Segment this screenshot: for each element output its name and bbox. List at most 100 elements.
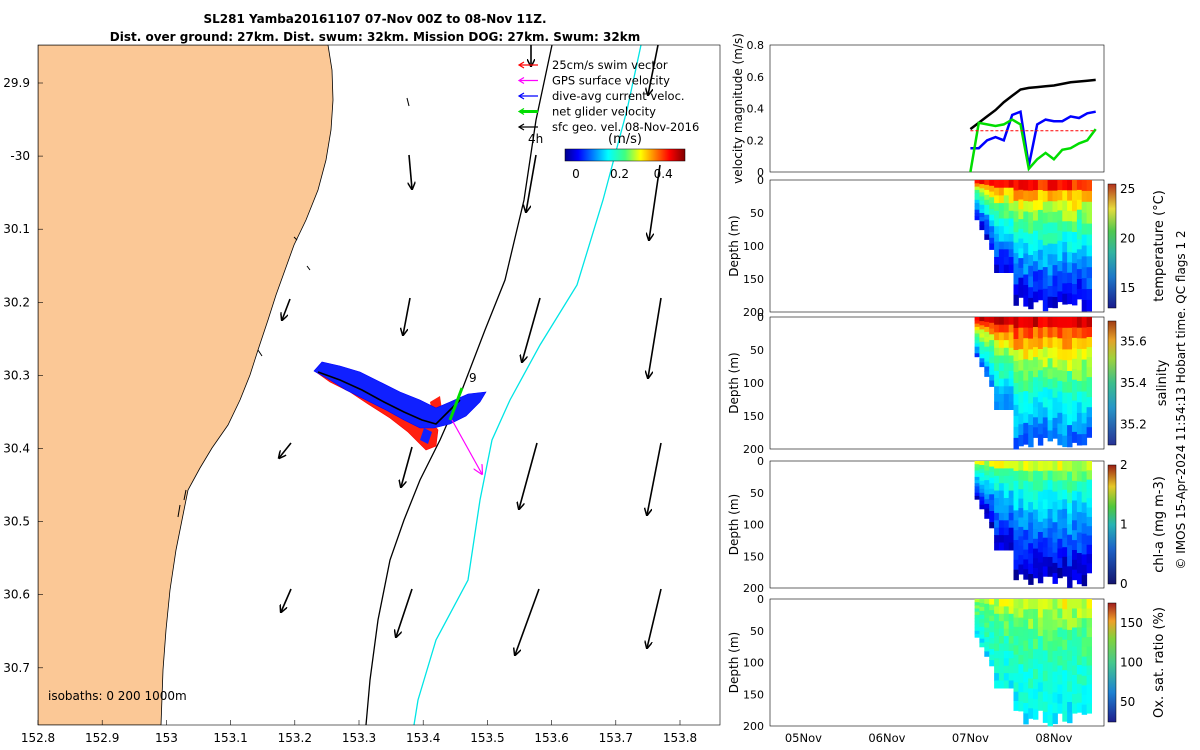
section-cell (1037, 481, 1044, 492)
section-cell (1072, 180, 1078, 191)
section-cell (1086, 544, 1092, 555)
depth-tick-label: 200 (743, 582, 764, 595)
section-cell (1076, 338, 1083, 350)
section-cell (1003, 226, 1010, 235)
section-cell (1018, 402, 1024, 415)
section-cell (1028, 201, 1034, 213)
section-cell (974, 467, 980, 472)
section-cell (1023, 539, 1029, 551)
section-cell (984, 480, 990, 486)
section-cell (1047, 694, 1053, 706)
section-cell (998, 264, 1005, 273)
section-cell (1052, 640, 1058, 652)
section-cell (1062, 499, 1068, 510)
section-cell (984, 341, 990, 348)
section-cell (979, 599, 985, 604)
section-cell (1003, 386, 1010, 395)
section-cell (1033, 261, 1039, 272)
section-cell (984, 204, 990, 211)
section-cell (1052, 609, 1058, 621)
section-cell (974, 486, 980, 491)
section-cell (1042, 640, 1049, 651)
section-cell (1076, 702, 1083, 713)
section-cell (1081, 618, 1088, 629)
section-cell (1072, 431, 1078, 443)
section-cell (979, 468, 985, 474)
section-cell (1023, 222, 1029, 234)
section-cell (1076, 617, 1083, 628)
section-cell (1052, 180, 1058, 192)
section-cell (1008, 233, 1015, 243)
section-cell (1033, 281, 1039, 293)
section-cell (979, 225, 985, 231)
section-cell (984, 317, 990, 323)
section-cell (984, 219, 990, 226)
section-cell (1023, 327, 1029, 339)
series-line (969, 118, 1097, 173)
lon-tick-label: 153.4 (406, 731, 440, 745)
section-cell (1062, 273, 1068, 284)
section-cell (1028, 658, 1034, 670)
section-cell (1023, 359, 1029, 371)
section-cell (1086, 347, 1092, 358)
section-cell (1023, 338, 1029, 350)
section-cell (984, 331, 990, 338)
section-cell (1008, 264, 1015, 273)
section-cell (974, 353, 980, 358)
section-cell (1018, 636, 1024, 647)
section-cell (1008, 187, 1015, 196)
section-cell (1052, 397, 1058, 409)
section-cell (1013, 437, 1019, 450)
section-cell (1028, 512, 1034, 524)
section-cell (1033, 619, 1039, 630)
section-cell (998, 195, 1005, 204)
section-cell (1081, 704, 1088, 715)
section-cell (1057, 348, 1063, 361)
section-cell (1018, 608, 1024, 619)
section-cell (1072, 461, 1078, 472)
lat-tick-label: 30.6 (3, 588, 30, 602)
section-cell (994, 628, 1000, 637)
section-cell (1008, 527, 1015, 536)
time-tick-label: 05Nov (785, 731, 822, 745)
section-cell (1076, 481, 1083, 493)
section-cell (989, 505, 995, 512)
section-cell (1037, 219, 1044, 231)
map-colorbar: (m/s) 0 0.2 0.4 (564, 132, 686, 181)
section-cell (979, 500, 985, 506)
section-cell (1008, 490, 1015, 499)
section-cell (1042, 609, 1049, 621)
section-cell (1037, 542, 1044, 553)
section-cell (998, 378, 1005, 387)
section-cell (1047, 566, 1053, 577)
section-cell (974, 633, 980, 638)
section-cell (998, 680, 1005, 689)
section-cell (1018, 258, 1024, 269)
section-cell (1003, 218, 1010, 227)
section-cell (1037, 259, 1044, 271)
legend-label: sfc geo. vel. 08-Nov-2016 (552, 120, 699, 134)
section-cell (979, 480, 985, 486)
section-cell (1047, 286, 1053, 298)
section-cell (994, 386, 1000, 395)
section-cell (1023, 520, 1029, 531)
section-cell (1072, 200, 1078, 212)
section-cell (1081, 533, 1088, 545)
section-cell (1013, 221, 1019, 233)
section-cell (1062, 480, 1068, 491)
section-cell (1023, 470, 1029, 482)
section-cell (1081, 608, 1088, 619)
section-cell (979, 217, 985, 222)
section-cell (1047, 509, 1053, 520)
section-cell (1052, 190, 1058, 202)
panel-2: Depth (m) 0 50 100 150 200 35.2 35.4 35.6 salinit… (727, 311, 1170, 456)
section-cell (1072, 327, 1078, 339)
section-cell (984, 599, 990, 605)
section-cell (1052, 275, 1058, 287)
section-cell (1076, 532, 1083, 544)
section-cell (984, 184, 990, 191)
section-cell (1072, 273, 1078, 285)
section-cell (984, 465, 990, 472)
section-cell (1067, 371, 1073, 383)
section-cell (1086, 535, 1092, 546)
